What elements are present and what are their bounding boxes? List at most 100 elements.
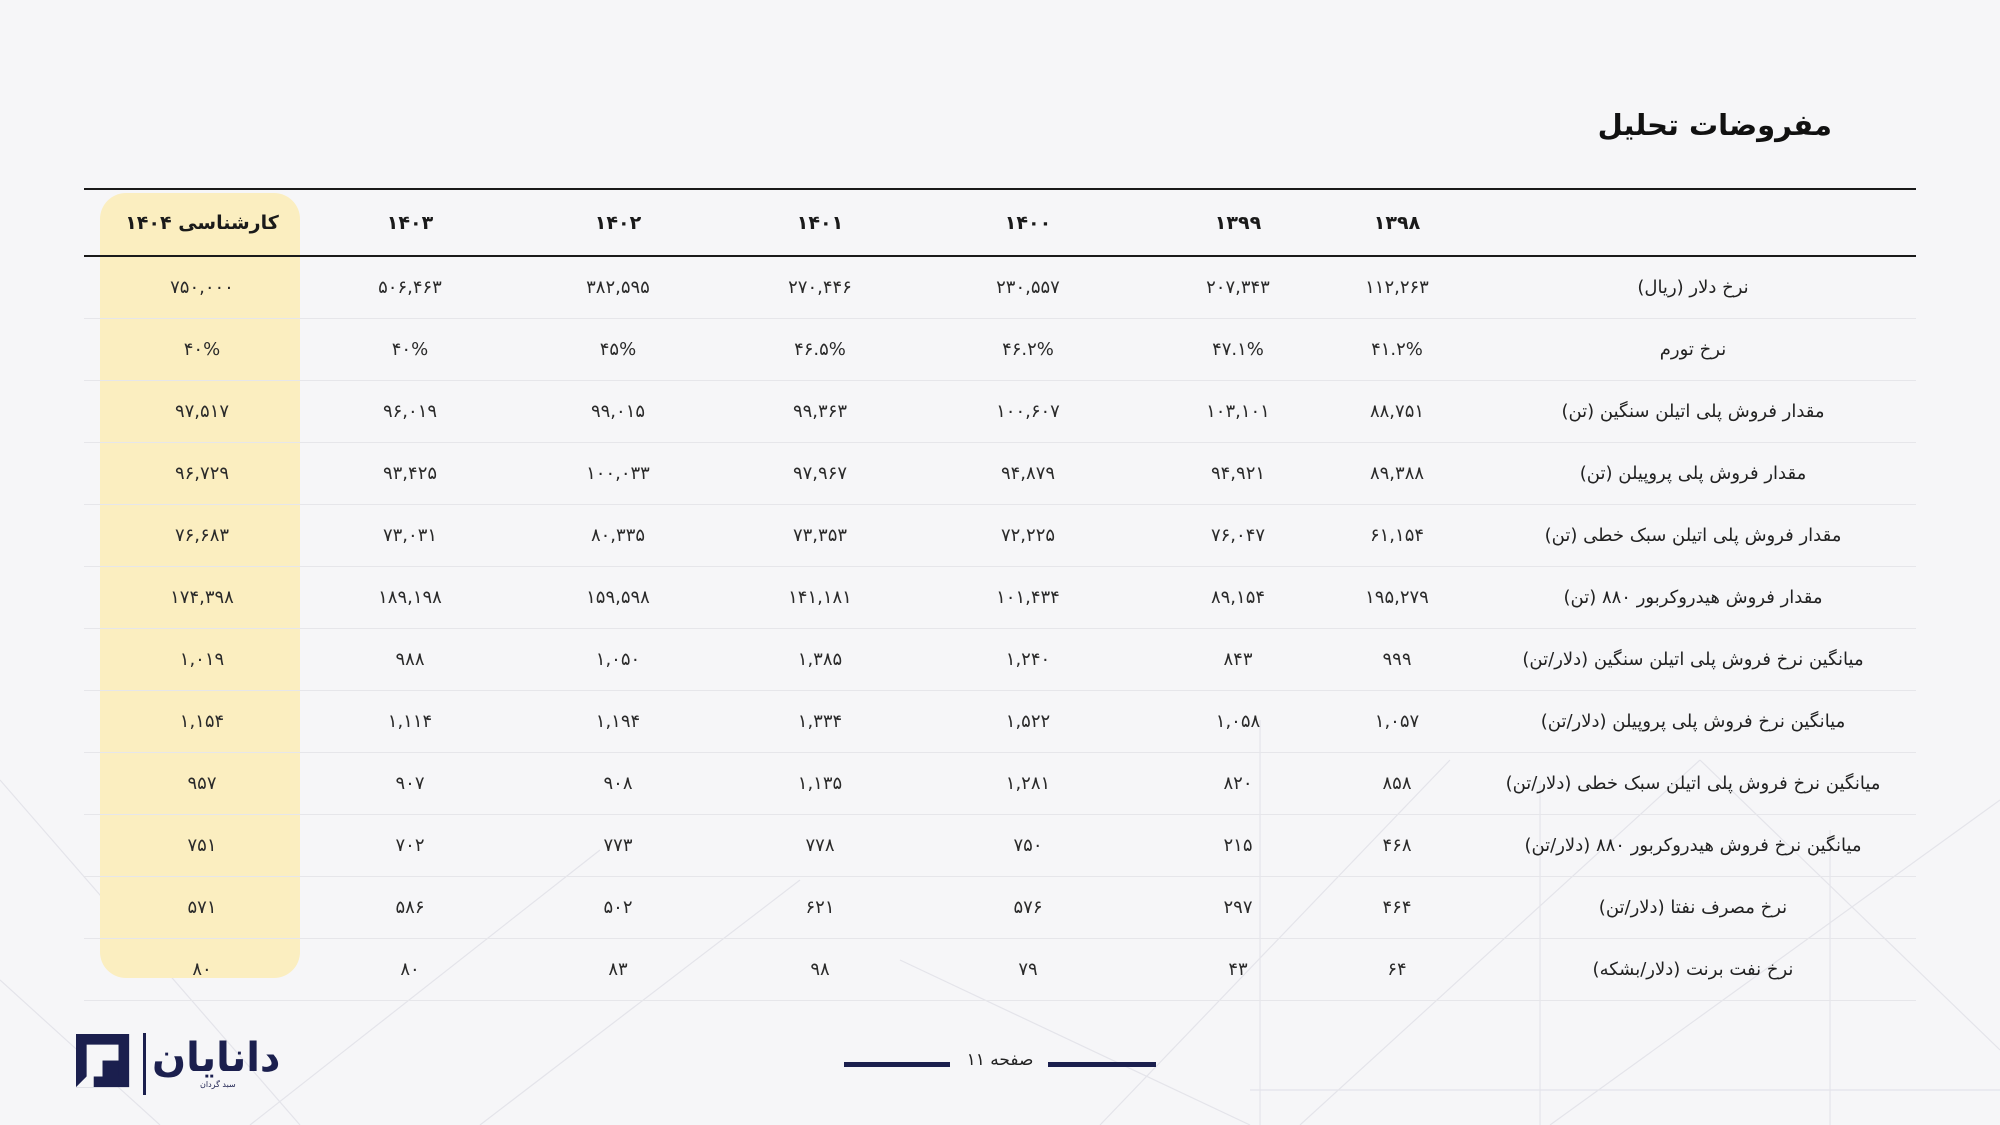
table-row: ۷۵۱ ۷۰۲ ۷۷۳ ۷۷۸ ۷۵۰ ۲۱۵ ۴۶۸ میانگین نرخ فروش هی… <box>84 814 1916 877</box>
table-cell: ۹۸۸ <box>320 628 500 691</box>
row-label: میانگین نرخ فروش پلی اتیلن سنگین (دلار/ت… <box>1470 628 1916 691</box>
table-row: ۹۶,۷۲۹ ۹۳,۴۲۵ ۱۰۰,۰۳۳ ۹۷,۹۶۷ ۹۴,۸۷۹ ۹۴,۹۲۱ ۸۹,… <box>84 442 1916 505</box>
table-cell: ۹۶,۷۲۹ <box>84 442 320 505</box>
row-label: نرخ نفت برنت (دلار/بشکه) <box>1470 938 1916 1001</box>
table-cell: ۹۷,۹۶۷ <box>736 442 904 505</box>
table-cell: ۱,۰۱۹ <box>84 628 320 691</box>
table-cell: ۹۴,۹۲۱ <box>1152 442 1324 505</box>
table-cell: ۱۰۳,۱۰۱ <box>1152 380 1324 443</box>
assumptions-table: کارشناسی ۱۴۰۴ ۱۴۰۳ ۱۴۰۲ ۱۴۰۱ ۱۴۰۰ ۱۳۹۹ ۱… <box>84 188 1916 1001</box>
table-cell: ۸۲۰ <box>1152 752 1324 815</box>
table-cell: ۱۵۹,۵۹۸ <box>500 566 736 629</box>
header-cell: ۱۳۹۹ <box>1152 188 1324 257</box>
row-label: نرخ مصرف نفتا (دلار/تن) <box>1470 876 1916 939</box>
header-cell: ۱۴۰۲ <box>500 188 736 257</box>
table-cell: ۱,۱۹۴ <box>500 690 736 753</box>
table-cell: ۹۷,۵۱۷ <box>84 380 320 443</box>
table-cell: ۹۰۷ <box>320 752 500 815</box>
footer-line-right <box>1048 1062 1156 1067</box>
header-cell: کارشناسی ۱۴۰۴ <box>84 188 320 257</box>
table-cell: ۷۵۱ <box>84 814 320 877</box>
table-cell: ۸۹,۳۸۸ <box>1324 442 1470 505</box>
row-label: میانگین نرخ فروش هیدروکربور ۸۸۰ (دلار/تن… <box>1470 814 1916 877</box>
header-cell: ۱۳۹۸ <box>1324 188 1470 257</box>
table-cell: ۸۵۸ <box>1324 752 1470 815</box>
table-cell: ۹۸ <box>736 938 904 1001</box>
row-label: مقدار فروش پلی پروپیلن (تن) <box>1470 442 1916 505</box>
table-cell: ۱,۰۵۷ <box>1324 690 1470 753</box>
table-cell: ۷۶,۶۸۳ <box>84 504 320 567</box>
logo-icon <box>76 1034 130 1088</box>
table-cell: ۱۷۴,۳۹۸ <box>84 566 320 629</box>
table-cell: ۵۰۲ <box>500 876 736 939</box>
table-cell: ۴۱.۲% <box>1324 318 1470 381</box>
table-cell: ۱۰۱,۴۳۴ <box>904 566 1152 629</box>
table-cell: ۸۰ <box>320 938 500 1001</box>
table-cell: ۷۳,۳۵۳ <box>736 504 904 567</box>
logo-divider <box>143 1033 146 1095</box>
table-cell: ۴۰% <box>84 318 320 381</box>
table-cell: ۴۵% <box>500 318 736 381</box>
footer-line-left <box>844 1062 950 1067</box>
table-row: ۵۷۱ ۵۸۶ ۵۰۲ ۶۲۱ ۵۷۶ ۲۹۷ ۴۶۴ نرخ مصرف نفتا (دلار… <box>84 876 1916 939</box>
table-cell: ۲۱۵ <box>1152 814 1324 877</box>
table-cell: ۴۶.۲% <box>904 318 1152 381</box>
table-cell: ۹۹,۳۶۳ <box>736 380 904 443</box>
table-cell: ۷۷۳ <box>500 814 736 877</box>
table-cell: ۳۸۲,۵۹۵ <box>500 256 736 319</box>
table-cell: ۷۹ <box>904 938 1152 1001</box>
table-cell: ۲۰۷,۳۴۳ <box>1152 256 1324 319</box>
table-cell: ۶۱,۱۵۴ <box>1324 504 1470 567</box>
table-cell: ۹۵۷ <box>84 752 320 815</box>
table-cell: ۱۹۵,۲۷۹ <box>1324 566 1470 629</box>
table-row: ۱,۱۵۴ ۱,۱۱۴ ۱,۱۹۴ ۱,۳۳۴ ۱,۵۲۲ ۱,۰۵۸ ۱,۰۵۷ میانگ… <box>84 690 1916 753</box>
table-row: ۴۰% ۴۰% ۴۵% ۴۶.۵% ۴۶.۲% ۴۷.۱% ۴۱.۲% نرخ تورم <box>84 318 1916 381</box>
table-cell: ۲۷۰,۴۴۶ <box>736 256 904 319</box>
table-cell: ۴۰% <box>320 318 500 381</box>
logo-wordmark: دانایان <box>152 1035 281 1081</box>
table-cell: ۴۶۸ <box>1324 814 1470 877</box>
header-cell: ۱۴۰۱ <box>736 188 904 257</box>
table-cell: ۷۰۲ <box>320 814 500 877</box>
logo-subtitle: سبد گردان <box>200 1080 236 1089</box>
table-row: ۸۰ ۸۰ ۸۳ ۹۸ ۷۹ ۴۳ ۶۴ نرخ نفت برنت (دلار/بشکه) <box>84 938 1916 1001</box>
table-cell: ۱۴۱,۱۸۱ <box>736 566 904 629</box>
table-cell: ۲۳۰,۵۵۷ <box>904 256 1152 319</box>
table-cell: ۷۶,۰۴۷ <box>1152 504 1324 567</box>
row-label: نرخ دلار (ریال) <box>1470 256 1916 319</box>
table-cell: ۹۳,۴۲۵ <box>320 442 500 505</box>
table-cell: ۴۳ <box>1152 938 1324 1001</box>
table-cell: ۱,۰۵۰ <box>500 628 736 691</box>
table-cell: ۴۷.۱% <box>1152 318 1324 381</box>
table-cell: ۸۸,۷۵۱ <box>1324 380 1470 443</box>
table-cell: ۴۶.۵% <box>736 318 904 381</box>
table-cell: ۷۵۰,۰۰۰ <box>84 256 320 319</box>
table-row: ۱۷۴,۳۹۸ ۱۸۹,۱۹۸ ۱۵۹,۵۹۸ ۱۴۱,۱۸۱ ۱۰۱,۴۳۴ ۸۹,۱۵… <box>84 566 1916 629</box>
table-cell: ۹۹,۰۱۵ <box>500 380 736 443</box>
table-cell: ۱,۳۸۵ <box>736 628 904 691</box>
table-cell: ۷۲,۲۲۵ <box>904 504 1152 567</box>
table-cell: ۱۸۹,۱۹۸ <box>320 566 500 629</box>
table-cell: ۱۰۰,۰۳۳ <box>500 442 736 505</box>
table-cell: ۸۴۳ <box>1152 628 1324 691</box>
table-cell: ۱,۰۵۸ <box>1152 690 1324 753</box>
table-cell: ۵۸۶ <box>320 876 500 939</box>
table-row: ۹۷,۵۱۷ ۹۶,۰۱۹ ۹۹,۰۱۵ ۹۹,۳۶۳ ۱۰۰,۶۰۷ ۱۰۳,۱۰۱ ۸۸… <box>84 380 1916 443</box>
table-cell: ۷۳,۰۳۱ <box>320 504 500 567</box>
table-row: ۷۵۰,۰۰۰ ۵۰۶,۴۶۳ ۳۸۲,۵۹۵ ۲۷۰,۴۴۶ ۲۳۰,۵۵۷ ۲۰۷,۳… <box>84 256 1916 319</box>
table-row: ۱,۰۱۹ ۹۸۸ ۱,۰۵۰ ۱,۳۸۵ ۱,۲۴۰ ۸۴۳ ۹۹۹ میانگین نرخ… <box>84 628 1916 691</box>
table-cell: ۹۶,۰۱۹ <box>320 380 500 443</box>
table-cell: ۶۴ <box>1324 938 1470 1001</box>
table-cell: ۱,۱۵۴ <box>84 690 320 753</box>
table-cell: ۱,۳۳۴ <box>736 690 904 753</box>
table-row: ۷۶,۶۸۳ ۷۳,۰۳۱ ۸۰,۳۳۵ ۷۳,۳۵۳ ۷۲,۲۲۵ ۷۶,۰۴۷ ۶۱,۱… <box>84 504 1916 567</box>
table-cell: ۵۷۱ <box>84 876 320 939</box>
page-number: صفحه ۱۱ <box>966 1050 1034 1070</box>
header-cell: ۱۴۰۳ <box>320 188 500 257</box>
table-cell: ۱,۲۸۱ <box>904 752 1152 815</box>
table-cell: ۷۷۸ <box>736 814 904 877</box>
table-cell: ۸۳ <box>500 938 736 1001</box>
table-cell: ۹۹۹ <box>1324 628 1470 691</box>
table-cell: ۷۵۰ <box>904 814 1152 877</box>
table-cell: ۹۰۸ <box>500 752 736 815</box>
